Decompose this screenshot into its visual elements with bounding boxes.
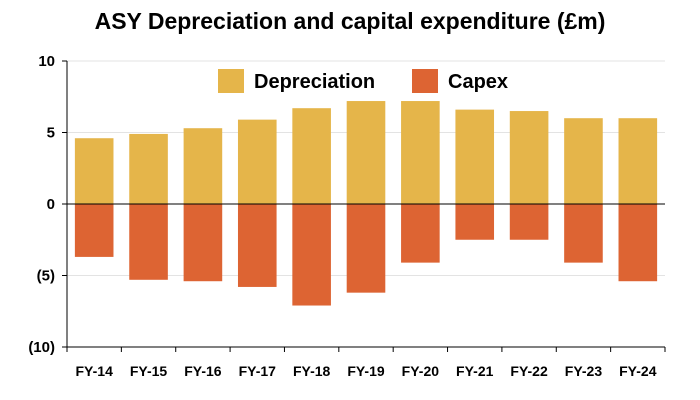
x-tick-label: FY-18	[293, 363, 331, 379]
bar-capex-fy-23	[564, 204, 603, 263]
axes	[62, 60, 666, 352]
bar-depreciation-fy-24	[618, 118, 658, 204]
bar-capex-fy-17	[237, 204, 277, 287]
x-tick-label: FY-24	[619, 363, 657, 379]
bar-depreciation-fy-17	[237, 119, 277, 204]
bar-depreciation-fy-14	[74, 138, 114, 204]
x-tick-label: FY-20	[402, 363, 440, 379]
y-tick-label: (10)	[28, 339, 55, 356]
x-tick-label: FY-15	[130, 363, 168, 379]
bars	[74, 101, 658, 306]
bar-capex-fy-16	[183, 204, 223, 282]
bar-capex-fy-19	[346, 204, 386, 293]
y-tick-label: 10	[38, 53, 55, 70]
bar-capex-fy-20	[401, 204, 440, 263]
bar-capex-fy-21	[455, 204, 495, 240]
x-tick-label: FY-14	[76, 363, 114, 379]
legend-label-capex: Capex	[448, 71, 508, 93]
bar-capex-fy-15	[129, 204, 168, 280]
legend: Depreciation Capex	[218, 69, 508, 93]
x-tick-label: FY-22	[510, 363, 548, 379]
bar-capex-fy-22	[509, 204, 549, 240]
x-tick-label: FY-21	[456, 363, 494, 379]
bar-capex-fy-18	[292, 204, 331, 306]
legend-label-depreciation: Depreciation	[254, 71, 375, 93]
bar-capex-fy-14	[74, 204, 114, 257]
x-tick-label: FY-16	[184, 363, 222, 379]
bar-depreciation-fy-19	[346, 101, 386, 204]
bar-depreciation-fy-15	[129, 133, 168, 204]
axis-labels: 10 5 0 (5) (10) FY-14 FY-15 FY-16 FY-17 FY-18 FY-1…	[28, 53, 656, 379]
bar-depreciation-fy-20	[401, 101, 440, 204]
y-tick-label: (5)	[37, 268, 55, 285]
legend-swatch-capex	[412, 69, 438, 93]
y-tick-label: 5	[47, 125, 55, 142]
bar-depreciation-fy-16	[183, 128, 223, 204]
x-tick-label: FY-19	[347, 363, 385, 379]
legend-swatch-depreciation	[218, 69, 244, 93]
chart-title: ASY Depreciation and capital expenditure…	[94, 8, 606, 34]
bar-capex-fy-24	[618, 204, 658, 282]
bar-depreciation-fy-23	[564, 118, 603, 204]
bar-depreciation-fy-18	[292, 108, 331, 204]
x-tick-label: FY-17	[239, 363, 277, 379]
bar-depreciation-fy-21	[455, 109, 495, 204]
bar-depreciation-fy-22	[509, 111, 549, 204]
y-tick-label: 0	[47, 196, 55, 213]
x-tick-label: FY-23	[565, 363, 603, 379]
